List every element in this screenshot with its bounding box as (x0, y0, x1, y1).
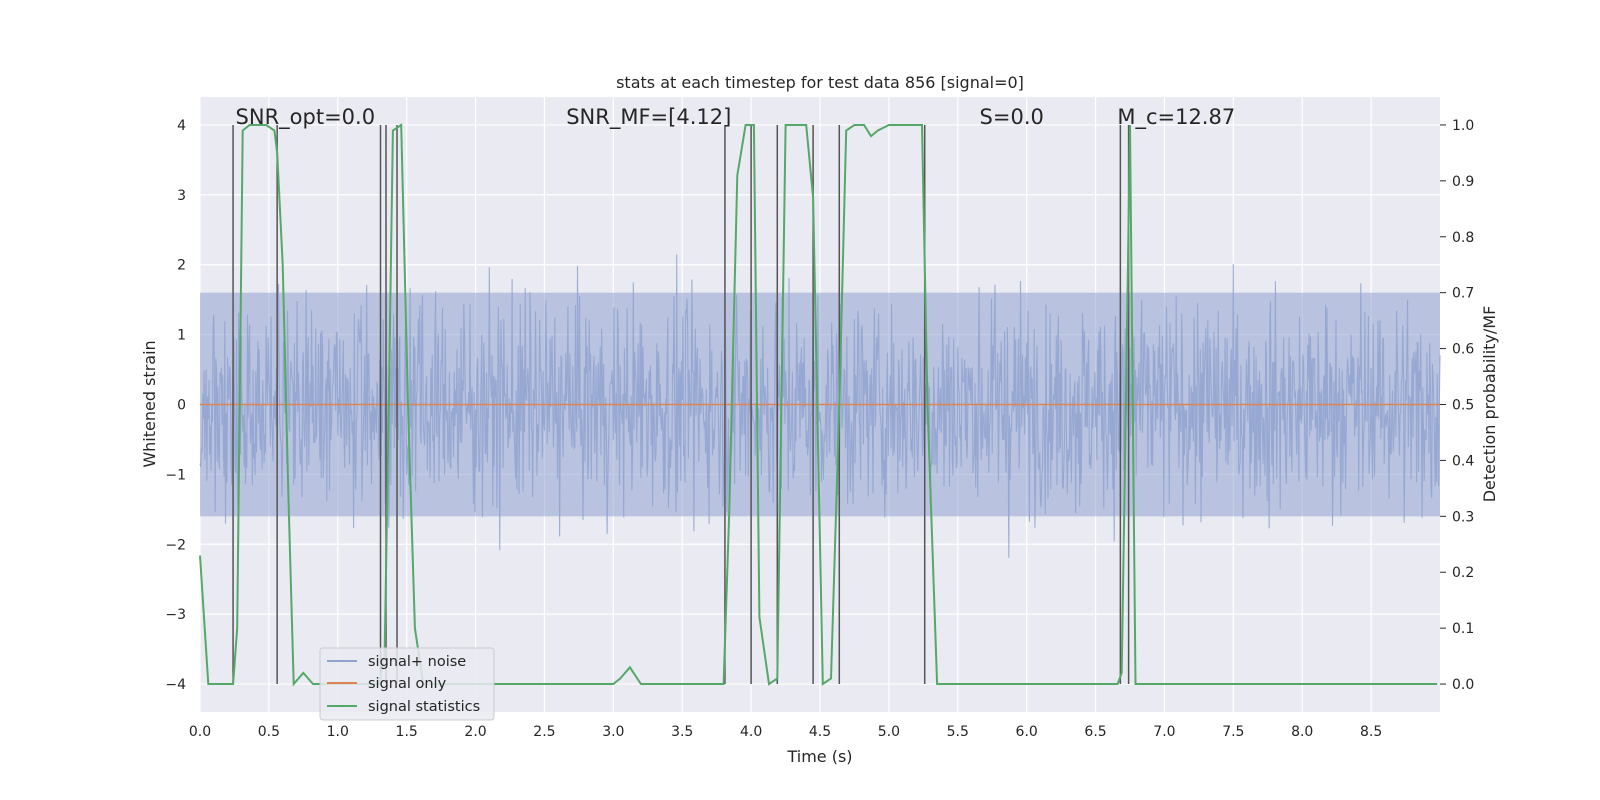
x-tick-label: 7.0 (1153, 724, 1175, 740)
y-left-tick-label: 4 (177, 118, 186, 134)
legend-label-noise: signal+ noise (368, 654, 466, 670)
x-tick-label: 3.5 (671, 724, 693, 740)
y-right-tick-label: 0.9 (1452, 174, 1474, 190)
x-tick-label: 3.0 (602, 724, 624, 740)
x-tick-label: 5.0 (878, 724, 900, 740)
legend-box (319, 647, 495, 721)
x-tick-label: 0.0 (189, 724, 211, 740)
legend-label-statistics: signal statistics (368, 699, 480, 715)
x-tick-labels: 0.0 0.5 1.0 1.5 2.0 2.5 3.0 3.5 4.0 4.5 5.0 5.5 6.0 6… (189, 724, 1382, 740)
y-right-tick-label: 0.4 (1452, 453, 1474, 469)
y-right-tick-label: 0.8 (1452, 230, 1474, 246)
annotation-text: M_c=12.87 (1117, 105, 1235, 130)
y-right-tick-label: 0.5 (1452, 398, 1474, 414)
y-left-tick-label: 2 (177, 258, 186, 274)
x-tick-label: 2.0 (464, 724, 486, 740)
y-left-tick-label: −2 (165, 537, 186, 553)
y-right-tick-label: 0.7 (1452, 286, 1474, 302)
y-right-tick-label: 0.3 (1452, 509, 1474, 525)
legend-label-signal-only: signal only (368, 676, 447, 692)
y-right-tick-label: 0.1 (1452, 621, 1474, 637)
y-left-tick-label: 3 (177, 188, 186, 204)
x-tick-label: 8.5 (1360, 724, 1382, 740)
x-axis-label: Time (s) (786, 747, 852, 766)
x-tick-label: 1.0 (327, 724, 349, 740)
y-left-tick-labels: −4 −3 −2 −1 0 1 2 3 4 (165, 118, 186, 693)
y-axis-label-right: Detection probability/MF (1480, 306, 1499, 503)
statistics-line (199, 123, 1438, 687)
legend: signal+ noise signal only signal statist… (319, 647, 495, 721)
y-right-tick-label: 0.6 (1452, 342, 1474, 358)
chart-title: stats at each timestep for test data 856… (616, 73, 1024, 92)
y-axis-label-left: Whitened strain (140, 340, 159, 467)
x-tick-label: 7.5 (1222, 724, 1244, 740)
y-left-tick-label: 0 (177, 398, 186, 414)
series-signal-statistics (199, 123, 1438, 687)
x-tick-label: 2.5 (533, 724, 555, 740)
x-tick-label: 4.5 (809, 724, 831, 740)
y-right-tick-label: 1.0 (1452, 118, 1474, 134)
x-tick-label: 4.0 (740, 724, 762, 740)
annotation-text: SNR_opt=0.0 (236, 105, 376, 130)
x-tick-label: 8.0 (1291, 724, 1313, 740)
y-right-tick-labels: 0.0 0.1 0.2 0.3 0.4 0.5 0.6 0.7 0.8 0.9 1.0 (1440, 118, 1474, 693)
annotation-text: SNR_MF=[4.12] (566, 105, 731, 130)
annotations: SNR_opt=0.0 SNR_MF=[4.12] S=0.0 M_c=12.87 (236, 105, 1236, 130)
y-left-tick-label: −1 (165, 467, 186, 483)
y-left-tick-label: 1 (177, 328, 186, 344)
annotation-text: S=0.0 (980, 105, 1044, 129)
x-tick-label: 1.5 (396, 724, 418, 740)
x-tick-label: 6.0 (1016, 724, 1038, 740)
x-tick-label: 6.5 (1084, 724, 1106, 740)
x-tick-label: 0.5 (258, 724, 280, 740)
y-right-tick-label: 0.0 (1452, 677, 1474, 693)
x-tick-label: 5.5 (947, 724, 969, 740)
y-left-tick-label: −4 (165, 677, 186, 693)
y-left-tick-label: −3 (165, 607, 186, 623)
y-right-tick-label: 0.2 (1452, 565, 1474, 581)
